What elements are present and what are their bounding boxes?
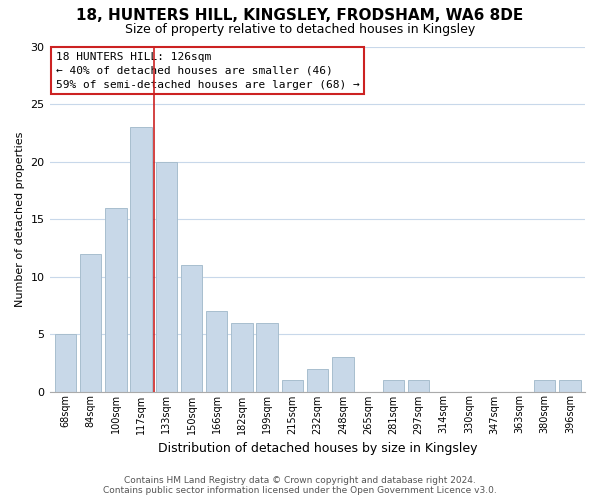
Bar — [559, 380, 581, 392]
Y-axis label: Number of detached properties: Number of detached properties — [15, 132, 25, 306]
Bar — [105, 208, 127, 392]
Bar — [281, 380, 303, 392]
Bar — [55, 334, 76, 392]
Bar — [206, 311, 227, 392]
Bar — [307, 368, 328, 392]
Text: 18, HUNTERS HILL, KINGSLEY, FRODSHAM, WA6 8DE: 18, HUNTERS HILL, KINGSLEY, FRODSHAM, WA… — [76, 8, 524, 22]
Bar — [181, 265, 202, 392]
Bar — [231, 322, 253, 392]
Bar — [408, 380, 429, 392]
Bar — [534, 380, 556, 392]
Text: Contains HM Land Registry data © Crown copyright and database right 2024.
Contai: Contains HM Land Registry data © Crown c… — [103, 476, 497, 495]
Text: 18 HUNTERS HILL: 126sqm
← 40% of detached houses are smaller (46)
59% of semi-de: 18 HUNTERS HILL: 126sqm ← 40% of detache… — [56, 52, 359, 90]
X-axis label: Distribution of detached houses by size in Kingsley: Distribution of detached houses by size … — [158, 442, 478, 455]
Bar — [256, 322, 278, 392]
Text: Size of property relative to detached houses in Kingsley: Size of property relative to detached ho… — [125, 22, 475, 36]
Bar — [80, 254, 101, 392]
Bar — [383, 380, 404, 392]
Bar — [155, 162, 177, 392]
Bar — [130, 127, 152, 392]
Bar — [332, 357, 353, 392]
